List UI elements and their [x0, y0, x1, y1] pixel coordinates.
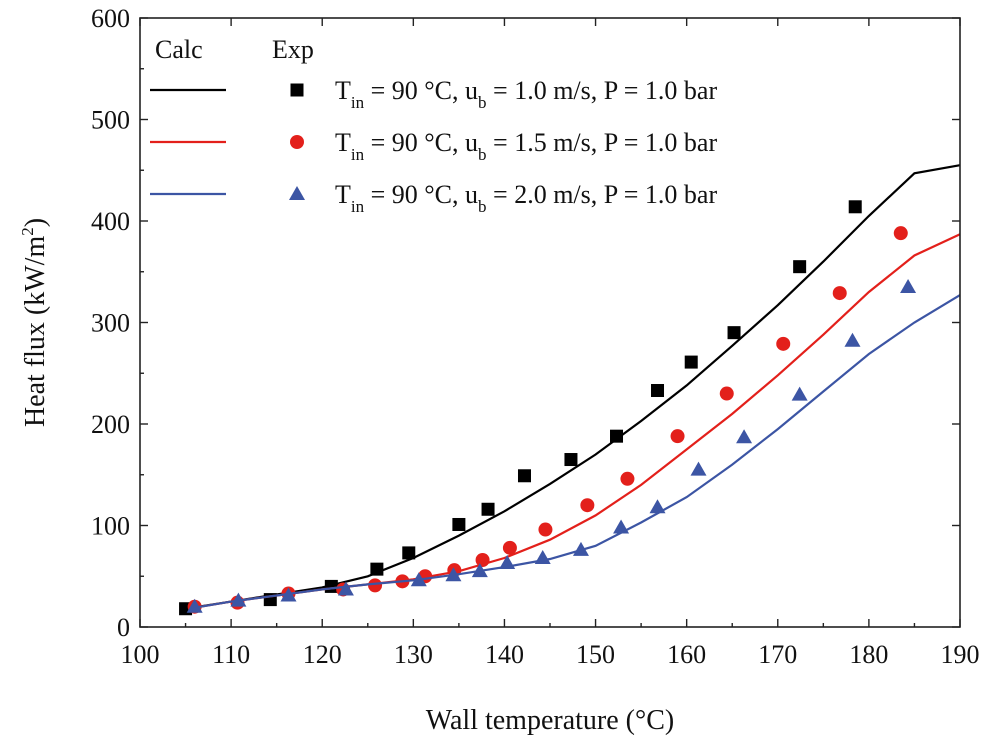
- legend-label: Tin = 90 °C, ub = 1.5 m/s, P = 1.0 bar: [335, 128, 717, 164]
- series-3: [186, 278, 961, 613]
- legend-text-part: T: [335, 76, 351, 105]
- x-tick-label: 170: [758, 640, 797, 669]
- exp-point-series-2: [719, 386, 734, 401]
- exp-point-series-3: [534, 549, 551, 564]
- exp-point-series-2: [368, 578, 383, 593]
- legend-entry-2: Tin = 90 °C, ub = 1.5 m/s, P = 1.0 bar: [150, 128, 717, 164]
- y-tick-label: 0: [117, 613, 130, 642]
- calc-line-series-3: [194, 294, 961, 609]
- legend-text-part: = 1.0 m/s, P = 1.0 bar: [487, 76, 718, 105]
- exp-point-series-2: [776, 336, 791, 351]
- y-tick-label: 600: [91, 4, 130, 33]
- y-tick-label: 300: [91, 309, 130, 338]
- legend-text-part: = 1.5 m/s, P = 1.0 bar: [487, 128, 718, 157]
- legend-subscript: b: [478, 145, 487, 164]
- legend-entry-3: Tin = 90 °C, ub = 2.0 m/s, P = 1.0 bar: [150, 180, 717, 216]
- x-axis-title: Wall temperature (°C): [426, 705, 674, 736]
- exp-point-series-1: [517, 469, 531, 483]
- x-tick-label: 120: [303, 640, 342, 669]
- legend-text-part: = 2.0 m/s, P = 1.0 bar: [487, 180, 718, 209]
- legend-text-part: = 90 °C, u: [364, 76, 478, 105]
- exp-point-series-1: [793, 260, 807, 274]
- exp-point-series-3: [900, 278, 917, 293]
- series-2: [187, 226, 961, 614]
- legend-exp-header: Exp: [272, 35, 314, 64]
- exp-point-series-1: [684, 355, 698, 369]
- exp-point-series-3: [410, 572, 427, 587]
- exp-point-series-2: [832, 286, 847, 301]
- x-tick-label: 130: [394, 640, 433, 669]
- calc-line-series-1: [185, 164, 961, 610]
- legend-marker: [289, 186, 305, 200]
- legend-subscript: in: [351, 145, 365, 164]
- exp-point-series-3: [471, 563, 488, 578]
- exp-point-series-2: [580, 498, 595, 513]
- exp-point-series-2: [893, 226, 908, 241]
- exp-point-series-1: [481, 502, 495, 516]
- legend-text-part: = 90 °C, u: [364, 128, 478, 157]
- x-tick-label: 180: [849, 640, 888, 669]
- y-tick-label: 100: [91, 512, 130, 541]
- legend-subscript: in: [351, 197, 365, 216]
- exp-point-series-3: [445, 567, 462, 582]
- legend-text-part: T: [335, 180, 351, 209]
- y-axis-title-main: Heat flux (kW/m: [20, 236, 51, 427]
- x-tick-label: 140: [485, 640, 524, 669]
- exp-point-series-2: [670, 429, 685, 444]
- legend-marker: [290, 135, 304, 149]
- exp-point-series-3: [736, 429, 753, 444]
- exp-point-series-3: [572, 541, 589, 556]
- exp-point-series-3: [499, 555, 516, 570]
- exp-point-series-2: [475, 553, 490, 568]
- legend-label: Tin = 90 °C, ub = 2.0 m/s, P = 1.0 bar: [335, 180, 717, 216]
- exp-point-series-3: [186, 598, 203, 613]
- plot-area: [179, 164, 961, 616]
- legend-label: Tin = 90 °C, ub = 1.0 m/s, P = 1.0 bar: [335, 76, 717, 112]
- legend-text-part: T: [335, 128, 351, 157]
- y-axis-title: Heat flux (kW/m2): [18, 218, 51, 427]
- legend-subscript: in: [351, 93, 365, 112]
- x-tick-label: 100: [121, 640, 160, 669]
- x-tick-label: 190: [941, 640, 980, 669]
- exp-point-series-3: [690, 461, 707, 476]
- exp-point-series-1: [651, 384, 665, 398]
- exp-point-series-1: [402, 546, 416, 560]
- x-tick-label: 160: [667, 640, 706, 669]
- legend-subscript: b: [478, 93, 487, 112]
- exp-point-series-1: [324, 579, 338, 593]
- exp-point-series-3: [649, 499, 666, 514]
- legend-subscript: b: [478, 197, 487, 216]
- exp-point-series-1: [452, 517, 466, 531]
- legend-text-part: = 90 °C, u: [364, 180, 478, 209]
- exp-point-series-1: [848, 200, 862, 214]
- exp-point-series-3: [230, 592, 247, 607]
- y-tick-label: 400: [91, 207, 130, 236]
- exp-point-series-1: [727, 326, 741, 340]
- exp-point-series-1: [610, 429, 624, 443]
- y-tick-label: 500: [91, 106, 130, 135]
- axes: 100 110 120 130 140 150 160 170 180 1900100200300…: [91, 4, 980, 669]
- exp-point-series-2: [502, 540, 517, 555]
- x-tick-label: 110: [212, 640, 250, 669]
- legend-entry-1: Tin = 90 °C, ub = 1.0 m/s, P = 1.0 bar: [150, 76, 717, 112]
- y-tick-label: 200: [91, 410, 130, 439]
- exp-point-series-1: [564, 453, 578, 467]
- y-axis-title-sup: 2: [18, 227, 37, 236]
- exp-point-series-2: [538, 522, 553, 537]
- x-tick-label: 150: [576, 640, 615, 669]
- legend-calc-header: Calc: [155, 35, 203, 64]
- legend-marker: [290, 83, 304, 97]
- exp-point-series-1: [370, 562, 384, 576]
- exp-point-series-2: [620, 471, 635, 486]
- y-axis-title-end: ): [20, 218, 51, 227]
- exp-point-series-3: [337, 581, 354, 596]
- exp-point-series-3: [613, 519, 630, 534]
- exp-point-series-3: [844, 332, 861, 347]
- series-1: [179, 164, 961, 616]
- exp-point-series-3: [791, 386, 808, 401]
- exp-point-series-3: [280, 587, 297, 602]
